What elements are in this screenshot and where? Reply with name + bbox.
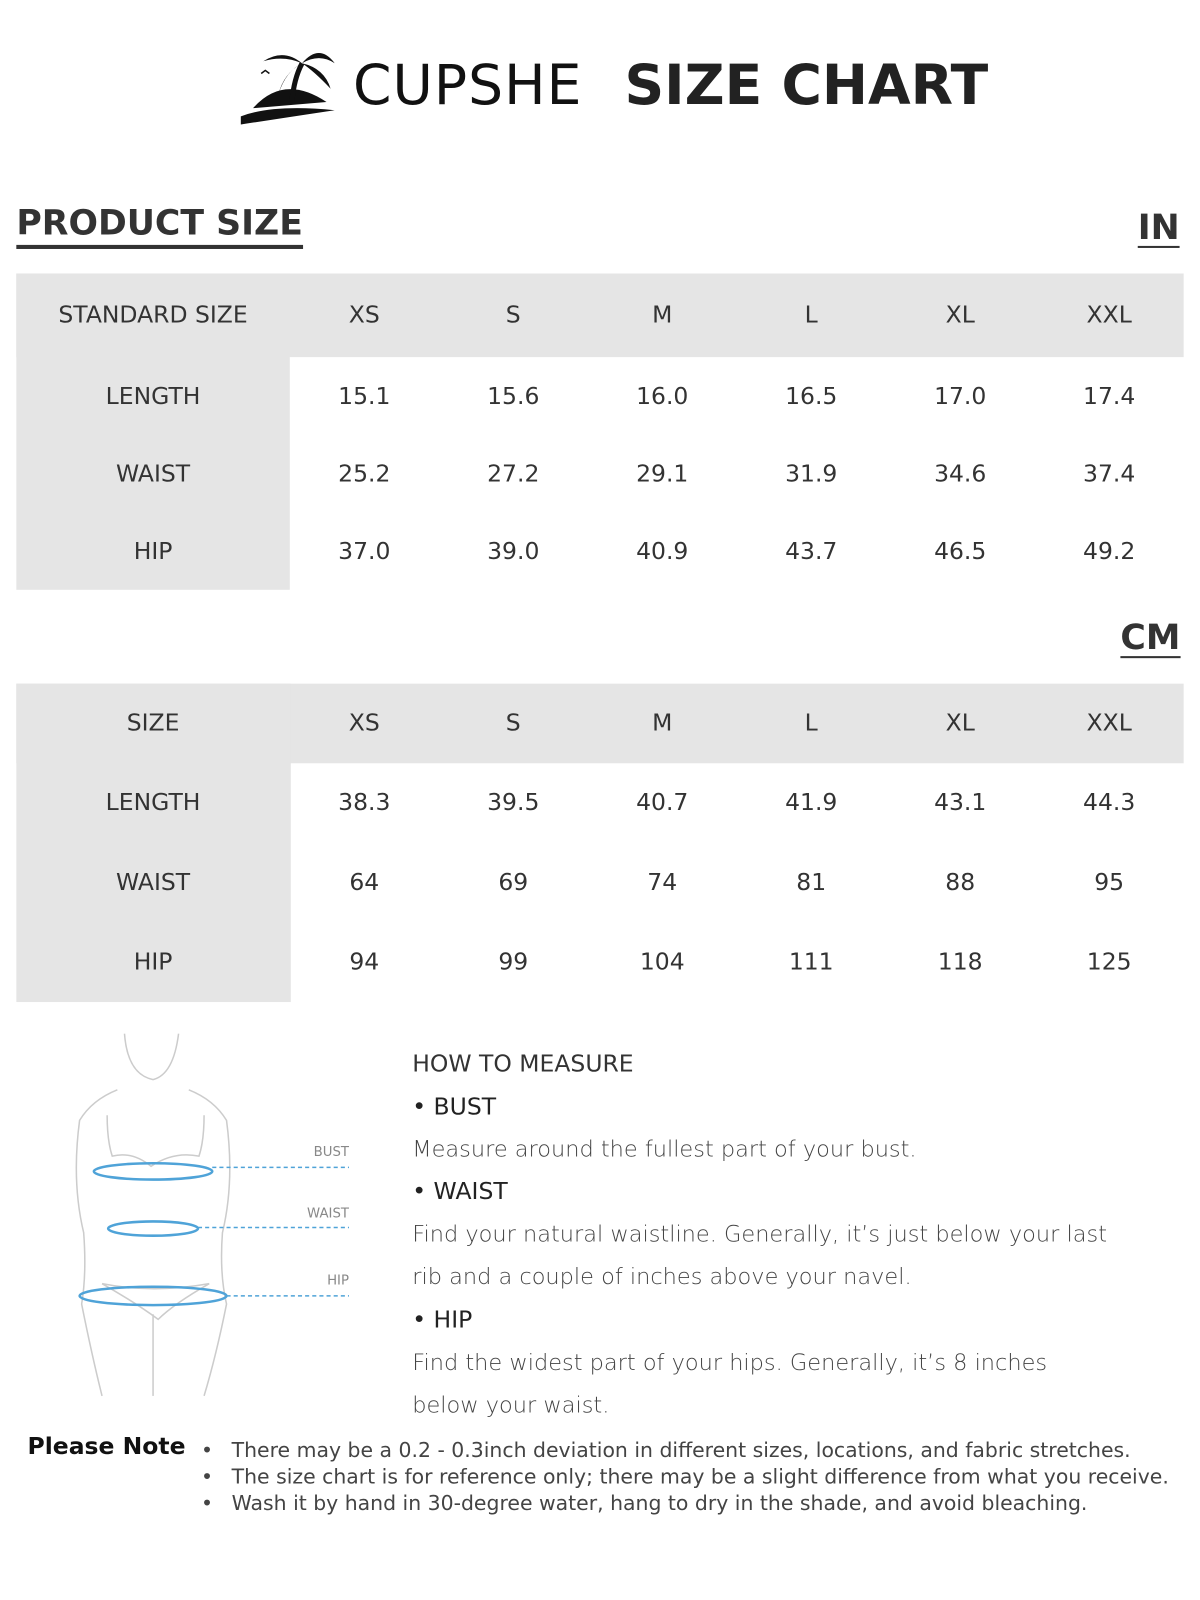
measure-item-name: • HIP [412,1307,473,1334]
value-cell: 17.0 [934,383,987,411]
value-cell: 69 [498,869,529,896]
measure-item-name: • BUST [412,1093,497,1121]
measure-text: Measure around the fullest part of your … [412,1137,917,1163]
value-cell: 111 [788,948,834,976]
label-column [16,273,290,590]
value-cell: 49.2 [1083,538,1136,566]
value-cell: 27.2 [487,461,540,488]
section-title: PRODUCT SIZE [16,202,303,249]
value-cell: 88 [945,869,976,896]
header-cell: STANDARD SIZE [58,302,248,329]
row-label: WAIST [115,869,191,896]
value-cell: 17.4 [1083,383,1136,411]
value-cell: 40.7 [636,789,689,817]
header-cell: XS [348,302,380,329]
value-cell: 43.7 [785,538,838,566]
label-column [16,683,291,1003]
measure-text: Find the widest part of your hips. Gener… [412,1350,1048,1377]
body-figure [75,1033,349,1397]
brand: CUPSHE [353,53,583,118]
measure-text: below your waist. [412,1393,610,1419]
value-cell: 15.1 [338,383,391,411]
value-cell: 125 [1086,948,1132,976]
header-cell: XXL [1086,302,1132,329]
note-item: Wash it by hand in 30-degree water, hang… [231,1490,1088,1516]
header-cell: XL [945,302,975,329]
header-cell: M [652,710,673,737]
value-cell: 37.0 [338,538,391,566]
measure-item-name: • WAIST [412,1178,508,1206]
bullet: • [201,1490,214,1516]
note-item: There may be a 0.2 - 0.3inch deviation i… [231,1437,1131,1463]
row-label: LENGTH [105,789,201,817]
value-cell: 81 [796,869,827,896]
value-cell: 64 [349,869,380,896]
value-cell: 31.9 [785,461,838,488]
header-cell: XS [348,710,380,737]
note-item: The size chart is for reference only; th… [231,1464,1169,1489]
value-cell: 39.5 [487,789,540,817]
logo [240,53,335,125]
value-cell: 118 [937,948,983,976]
header-cell: S [505,710,521,737]
measure-text: rib and a couple of inches above your na… [412,1264,912,1291]
value-cell: 38.3 [338,789,391,817]
header-cell: L [804,710,818,737]
value-cell: 95 [1094,869,1125,896]
value-cell: 34.6 [934,461,987,488]
unit-label: IN [1137,207,1180,248]
figure-label: HIP [327,1273,349,1289]
header-cell: L [804,302,818,329]
row-label: HIP [133,538,173,566]
value-cell: 74 [647,869,678,896]
header-cell: M [652,302,673,329]
value-cell: 44.3 [1083,789,1136,817]
figure-label: WAIST [307,1206,349,1222]
header-cell: S [505,302,521,329]
measure-title: HOW TO MEASURE [412,1051,634,1078]
note-title: Please Note [27,1433,186,1461]
row-label: HIP [133,948,173,976]
bullet: • [201,1464,214,1489]
value-cell: 15.6 [487,383,540,411]
value-cell: 41.9 [785,789,838,817]
figure-label: BUST [313,1144,349,1161]
value-cell: 37.4 [1083,461,1136,488]
value-cell: 94 [349,948,380,976]
header-cell: XXL [1086,710,1132,737]
bullet: • [201,1437,214,1463]
value-cell: 16.5 [785,383,838,411]
value-cell: 40.9 [636,538,689,566]
row-label: LENGTH [105,383,201,411]
value-cell: 25.2 [338,461,391,488]
header-cell: XL [945,710,975,737]
row-label: WAIST [115,461,191,488]
value-cell: 39.0 [487,538,540,566]
value-cell: 16.0 [636,383,689,411]
page-title: SIZE CHART [624,53,989,118]
measure-text: Find your natural waistline. Generally, … [412,1221,1108,1248]
value-cell: 104 [639,948,685,976]
value-cell: 43.1 [934,789,987,817]
header-cell: SIZE [126,710,180,737]
value-cell: 99 [498,948,529,976]
value-cell: 29.1 [636,461,689,488]
unit-label: CM [1120,617,1181,659]
value-cell: 46.5 [934,538,987,566]
